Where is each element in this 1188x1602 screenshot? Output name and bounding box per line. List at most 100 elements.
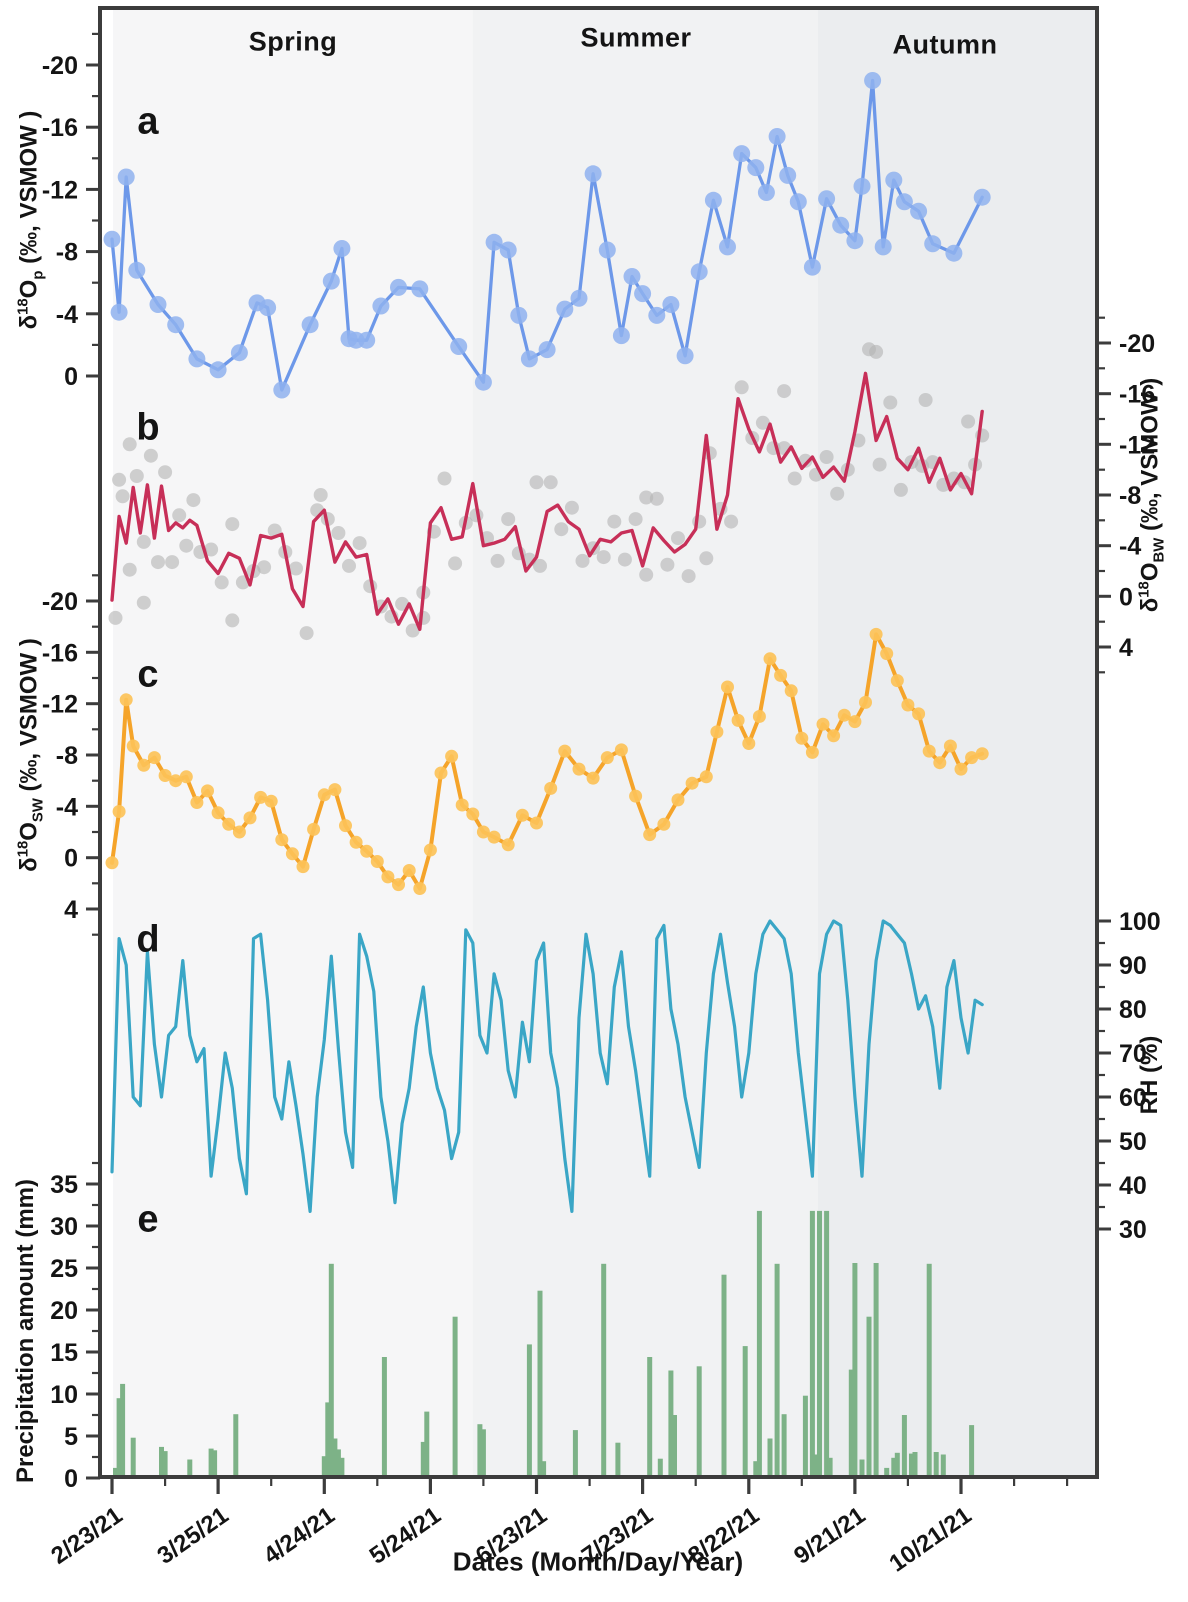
panel-b-scatter-dot (225, 613, 240, 628)
axis-title-c-sub: SW (30, 798, 47, 823)
panel-letter-d: d (136, 918, 160, 961)
axis-title-d18o-bodywater: δ18OBW (‰, VSMOW ) (1137, 378, 1168, 613)
y-tick-label-d: 90 (1119, 952, 1147, 980)
x-tick-label: 9/21/21 (789, 1502, 870, 1570)
panel-c-marker (530, 816, 543, 830)
panel-c-marker (614, 743, 628, 757)
panel-e-precip-bar (477, 1424, 483, 1476)
panel-a-marker (322, 272, 340, 290)
y-tick-label-c: -20 (42, 588, 78, 616)
season-band-spring (113, 10, 473, 1476)
panel-a-marker (230, 344, 248, 362)
panel-a-marker (818, 190, 836, 208)
panel-b-scatter-dot (129, 469, 144, 483)
panel-e-precip-bar (541, 1461, 547, 1476)
panel-c-marker (413, 882, 427, 895)
panel-a-marker (372, 297, 390, 315)
panel-b-line (110, 371, 984, 631)
panel-a-marker (704, 191, 722, 209)
panel-c-marker (699, 770, 713, 784)
y-tick-label-b: -8 (1119, 482, 1141, 510)
x-tick-label: 3/25/21 (152, 1502, 233, 1570)
panel-c-marker (445, 749, 459, 763)
panel-b-scatter-dot (112, 472, 127, 487)
panel-c-marker (285, 847, 299, 861)
panel-a-marker (450, 338, 468, 355)
panel-c-marker (515, 808, 529, 822)
season-label-spring: Spring (248, 26, 338, 57)
y-tick-label-b: 0 (1119, 583, 1133, 611)
panel-b-scatter-dot (204, 542, 219, 557)
panel-b-scatter-dot (122, 562, 137, 577)
panel-a-marker (301, 316, 319, 334)
panel-c-marker (629, 789, 643, 803)
panel-e-precip-bar (537, 1290, 543, 1476)
panel-c-marker (147, 751, 161, 765)
panel-e-precip-bar (212, 1450, 218, 1476)
panel-c-marker (901, 698, 915, 712)
panel-b-scatter-dot (437, 471, 452, 486)
axis-title-precipitation: Precipitation amount (mm) (12, 1178, 39, 1484)
panel-e-precip-bar (120, 1383, 126, 1476)
panel-d-line (110, 919, 984, 1214)
panel-b-scatter-dot (918, 393, 933, 407)
panel-b-scatter-dot (777, 384, 792, 399)
panel-letter-e: e (137, 1198, 159, 1241)
panel-e-precip-bar (332, 1438, 338, 1476)
y-tick-label-b: -12 (1119, 431, 1155, 459)
panel-c-marker (643, 828, 657, 842)
panel-b-scatter-dot (607, 514, 622, 529)
panel-b-scatter-dot (798, 453, 813, 468)
panel-b-scatter-dot (533, 558, 547, 573)
panel-c-marker (328, 783, 342, 797)
panel-b-scatter-dot (186, 493, 201, 508)
panel-a-marker (209, 361, 227, 379)
axis-title-b-sub: BW (1151, 537, 1168, 563)
panel-e-precip-bar (827, 1457, 833, 1476)
panel-e-precip-bar (335, 1449, 341, 1476)
season-band-summer (472, 10, 818, 1476)
y-tick-label-e: 35 (50, 1171, 78, 1199)
panel-a-marker (768, 128, 786, 145)
panel-a-marker (485, 233, 503, 251)
panel-a-marker (846, 232, 864, 250)
panel-e-precip-bar (113, 1467, 118, 1476)
panel-a-marker (520, 350, 538, 368)
panel-c-marker (922, 744, 936, 758)
panel-c-marker (671, 793, 685, 807)
panel-e-precip-bar (615, 1442, 621, 1476)
panel-b-scatter-dot (755, 415, 770, 430)
panel-e-precip-bar (873, 1263, 879, 1476)
panel-a-marker (648, 306, 666, 324)
y-tick-label-c: 0 (64, 845, 78, 873)
panel-b-scatter-dot (257, 560, 272, 575)
panel-c-marker (201, 784, 214, 798)
panel-c-marker (742, 737, 756, 750)
panel-c-marker (392, 878, 405, 892)
panel-b-scatter-dot (639, 567, 654, 582)
panel-e-precip-bar (672, 1415, 677, 1476)
panel-b-scatter-dot (787, 471, 802, 486)
panel-c-marker (837, 708, 851, 722)
panel-a-marker (832, 216, 850, 234)
panel-e-precip-bar (696, 1366, 702, 1476)
panel-a-marker (676, 347, 694, 365)
panel-b-scatter-dot (671, 531, 685, 546)
panel-e-precip-bar (647, 1357, 653, 1476)
panel-b-scatter-dot (564, 500, 579, 515)
panel-c-marker (179, 770, 193, 784)
panel-c-marker (169, 774, 183, 788)
panel-c-marker (816, 717, 830, 731)
panel-b-scatter-dot (179, 538, 194, 553)
x-tick-label: 10/21/21 (884, 1502, 976, 1578)
panel-c-marker (232, 825, 246, 839)
panel-b-scatter-dot (115, 489, 130, 504)
panel-e-precip-bar (884, 1467, 890, 1476)
panel-a-marker (570, 289, 588, 307)
panel-b-scatter-dot (136, 534, 151, 549)
panel-letter-b: b (136, 406, 160, 449)
panel-b-scatter-dot (313, 488, 328, 502)
panel-e-precip-bar (912, 1452, 918, 1476)
panel-a-marker (499, 241, 517, 259)
panel-b-scatter-dot (108, 610, 123, 625)
